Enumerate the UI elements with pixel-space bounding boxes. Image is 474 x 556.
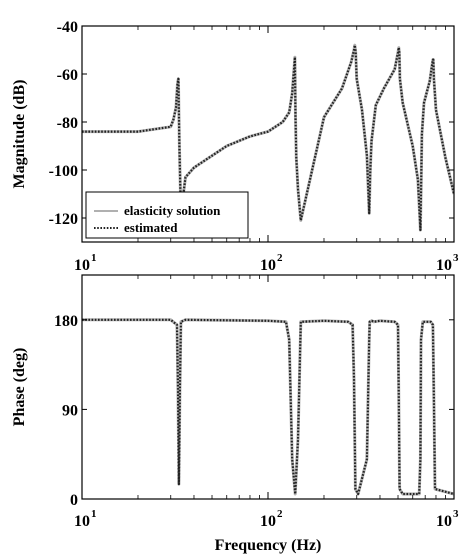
legend-box: [85, 191, 249, 239]
phase-x-tick-exponent: 1: [91, 508, 97, 520]
magnitude-x-tick-exponent: 3: [453, 252, 459, 264]
phase-series-layer: [82, 318, 454, 496]
magnitude-x-tick-label: 10: [74, 257, 90, 274]
magnitude-y-tick-label: -40: [57, 19, 78, 36]
magnitude-y-tick-label: -120: [49, 211, 78, 228]
magnitude-y-tick-label: -80: [57, 115, 78, 132]
phase-y-axis-label: Phase (deg): [11, 348, 28, 427]
phase-x-tick-label: 10: [74, 513, 90, 530]
phase-x-tick-exponent: 2: [277, 508, 283, 520]
phase-x-axis-label: Frequency (Hz): [215, 537, 322, 554]
phase-series-elasticity-solution: [82, 318, 454, 496]
legend: elasticity solution estimated: [85, 191, 249, 239]
phase-y-tick-label: 180: [54, 313, 78, 330]
phase-x-tick-exponent: 3: [453, 508, 459, 520]
legend-label-elasticity-solution: elasticity solution: [124, 203, 221, 218]
magnitude-y-tick-label: -100: [49, 163, 78, 180]
phase-x-tick-label: 10: [436, 513, 452, 530]
magnitude-x-tick-label: 10: [436, 257, 452, 274]
magnitude-y-axis-label: Magnitude (dB): [11, 80, 28, 189]
phase-y-tick-label: 0: [70, 492, 78, 509]
phase-y-tick-label: 90: [62, 402, 78, 419]
magnitude-series-estimated: [82, 44, 454, 232]
legend-label-estimated: estimated: [124, 220, 178, 235]
magnitude-series-layer: [82, 43, 454, 232]
magnitude-x-tick-exponent: 2: [277, 252, 283, 264]
magnitude-x-tick-label: 10: [260, 257, 276, 274]
phase-x-tick-label: 10: [260, 513, 276, 530]
magnitude-x-tick-exponent: 1: [91, 252, 97, 264]
magnitude-y-tick-label: -60: [57, 67, 78, 84]
